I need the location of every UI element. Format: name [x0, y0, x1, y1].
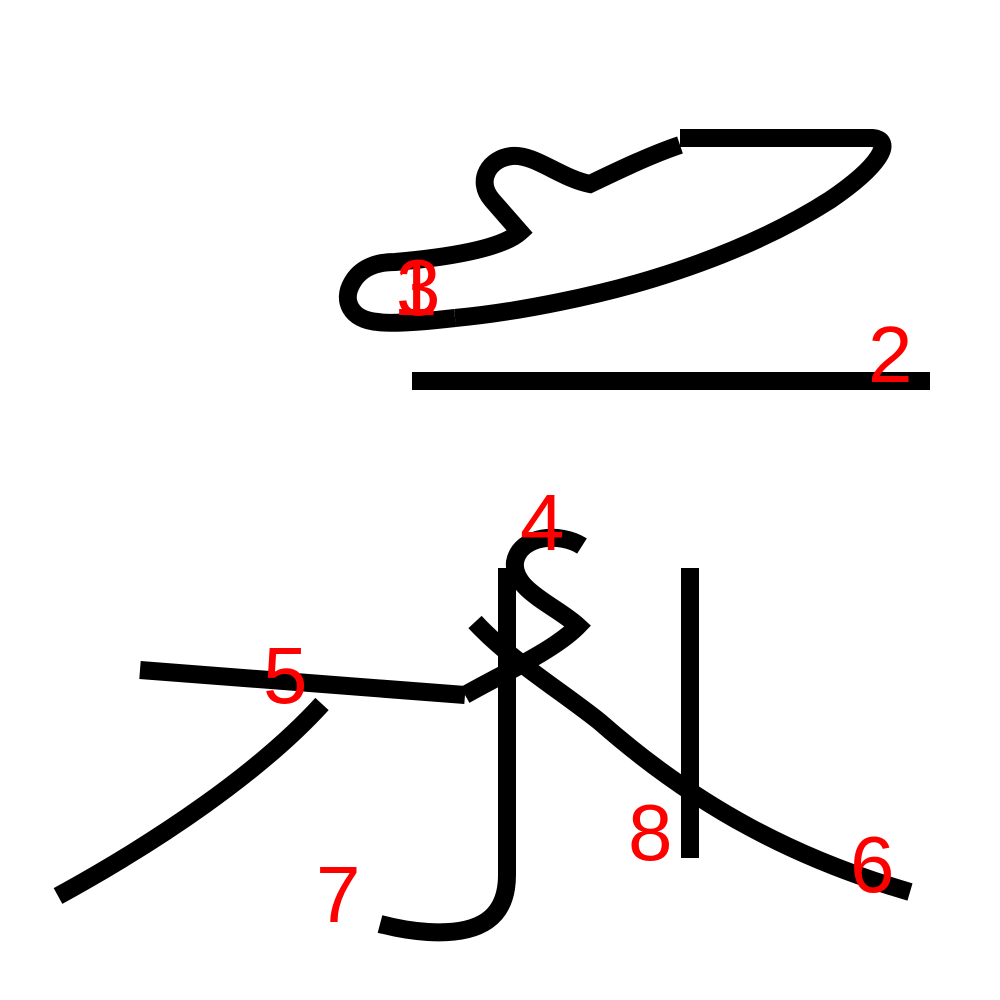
stroke-label-2: 2 — [868, 310, 913, 399]
stroke-1 — [339, 136, 683, 332]
stroke-label-1: 1 — [393, 243, 438, 332]
stroke-label-8: 8 — [628, 788, 673, 877]
stroke-label-5: 5 — [263, 631, 308, 720]
stroke-label-4: 4 — [520, 478, 565, 567]
stroke-label-3: 3 — [396, 243, 441, 332]
stroke-label-7: 7 — [316, 850, 361, 939]
stroke-5 — [139, 661, 466, 704]
stroke-label-6: 6 — [850, 820, 895, 909]
stroke-3 — [454, 129, 892, 327]
stroke-5-diagonal — [53, 697, 329, 904]
stroke-7 — [377, 568, 516, 942]
stroke-6 — [468, 615, 913, 901]
